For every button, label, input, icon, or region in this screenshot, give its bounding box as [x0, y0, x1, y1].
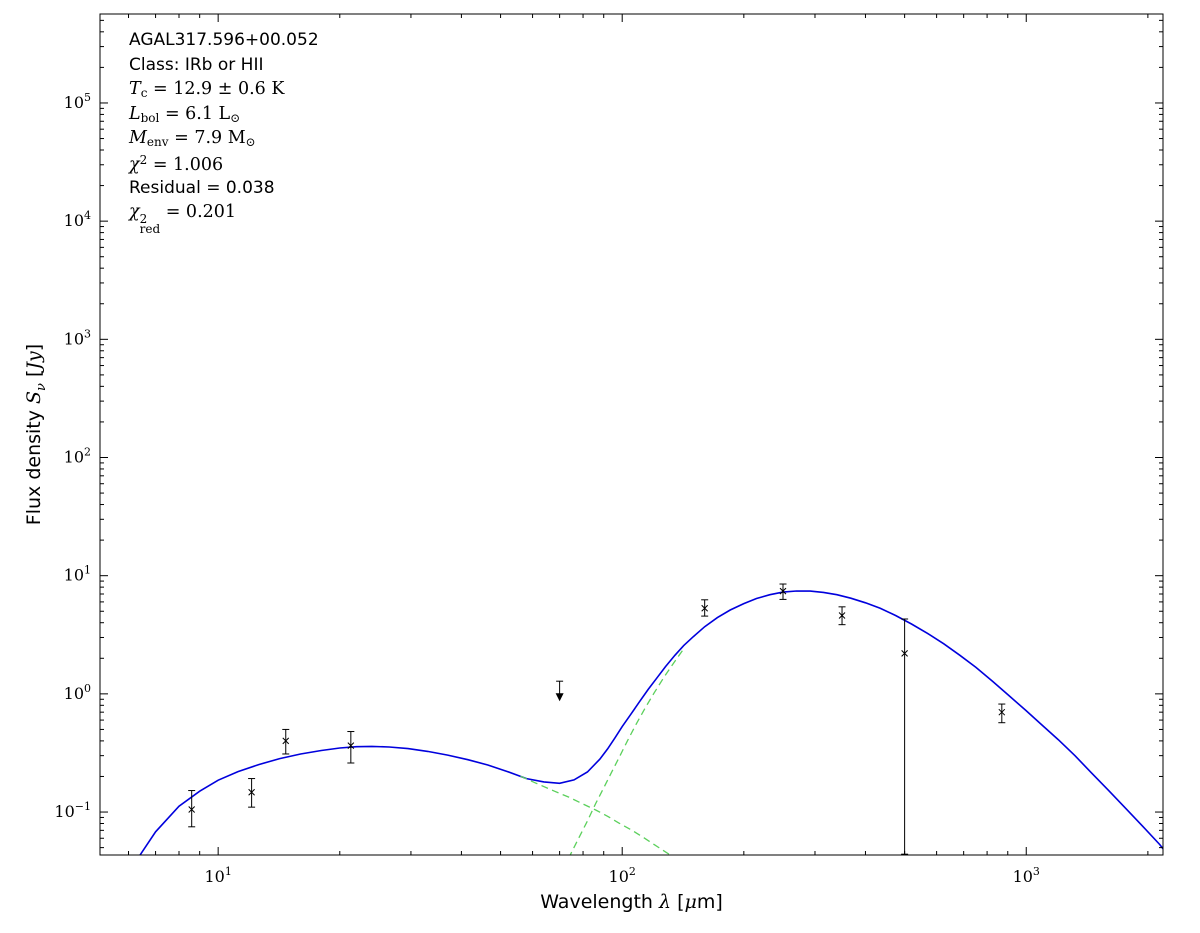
tick: [838, 612, 846, 619]
x-tick-label: 101: [204, 865, 231, 886]
sup-sub-stack: 2 red: [139, 211, 161, 237]
plot-frame: [99, 13, 1164, 856]
warm-component-curve: [520, 775, 672, 855]
annotation-text: 2: [139, 152, 148, 167]
data-point: [838, 606, 846, 626]
tick: [779, 587, 787, 595]
y-tick-label: 103: [64, 327, 91, 348]
annotation-line: AGAL317.596+00.052: [129, 30, 319, 55]
annotation-text: T: [129, 79, 141, 100]
model-total-curve: [139, 590, 1163, 855]
annotation-line: Residual = 0.038: [129, 178, 319, 203]
annotation-text: χ: [129, 154, 140, 175]
x-tick-label: 103: [1013, 865, 1040, 886]
axes-ticks: 101 102 103 10−1 100 101 102 103 104 105: [54, 14, 1163, 886]
data-point: [901, 618, 909, 855]
tick: [901, 650, 908, 657]
data-point: [347, 731, 355, 764]
annotation-line: Tc = 12.9 ± 0.6 K: [129, 79, 319, 104]
y-tick-label: 104: [64, 209, 91, 230]
y-tick-label: 100: [64, 682, 91, 703]
data-point: [779, 583, 787, 600]
annotation-text: c: [140, 86, 148, 101]
y-tick-label: 105: [64, 91, 91, 112]
annotation-text: χ: [129, 202, 140, 223]
data-point: [248, 778, 256, 808]
data-point: [188, 790, 196, 828]
annotation-text: = 1.006: [147, 154, 224, 175]
annotation-text: AGAL317.596+00.052: [129, 30, 319, 50]
annotation-line: Lbol = 6.1 L⊙: [129, 104, 319, 129]
annotation-text: M: [129, 128, 147, 149]
y-axis-label: Flux density Sν [Jy]: [23, 344, 49, 525]
y-tick-label: 10−1: [54, 800, 91, 821]
y-tick-label: 101: [64, 564, 91, 585]
annotation-text: bol: [140, 110, 160, 125]
annotation-line: Menv = 7.9 M⊙: [129, 128, 319, 153]
annotation-text: ⊙: [230, 110, 241, 125]
annotation-text: L: [129, 103, 141, 124]
annotation-line: χ2 = 1.006: [129, 153, 319, 178]
annotation-text: env: [146, 135, 169, 150]
annotation-block: AGAL317.596+00.052 Class: IRb or HII Tc = …: [129, 30, 319, 235]
y-tick-label: 102: [64, 446, 91, 467]
upper-limit-point: [555, 680, 564, 702]
annotation-text: ⊙: [245, 135, 256, 150]
data-point: [701, 599, 709, 617]
annotation-line: χ 2 red = 0.201: [129, 202, 319, 235]
annotation-line: Class: IRb or HII: [129, 55, 319, 80]
model-curves: [139, 590, 1163, 855]
annotation-text: Residual = 0.038: [129, 177, 275, 198]
tick: [701, 604, 709, 612]
data-points: [188, 583, 1006, 855]
tick: [347, 742, 355, 749]
annotation-text: = 7.9 M: [168, 128, 246, 149]
annotation-text: = 6.1 L: [159, 103, 231, 124]
annotation-text: Class: IRb or HII: [129, 54, 264, 75]
tick: [282, 737, 290, 745]
data-point: [998, 703, 1006, 724]
x-axis-label: Wavelength λ [μm]: [540, 891, 723, 913]
down-arrow-icon: [555, 693, 564, 702]
annotation-text: = 0.201: [160, 202, 237, 223]
tick: [188, 806, 196, 813]
data-point: [282, 728, 290, 755]
tick: [248, 788, 255, 796]
x-tick-label: 102: [609, 865, 636, 886]
cold-component-curve: [569, 648, 685, 855]
annotation-text: = 12.9 ± 0.6 K: [147, 79, 285, 100]
tick: [998, 708, 1006, 716]
